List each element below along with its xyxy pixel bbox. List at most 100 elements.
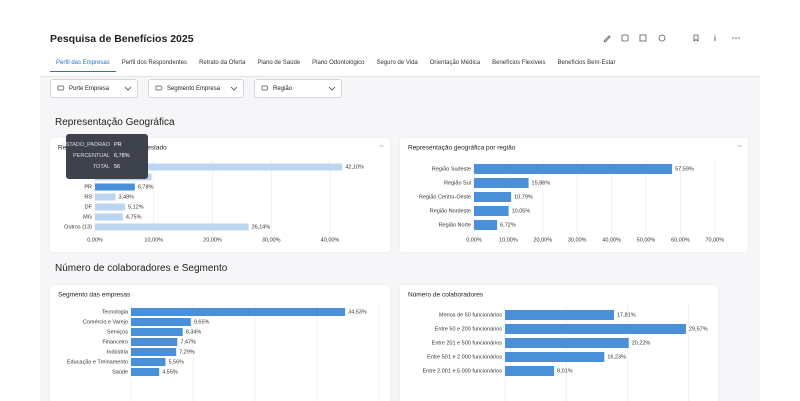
data-label: 8,01% (557, 368, 573, 374)
x-tick-label: 10,00% (499, 237, 518, 243)
data-label: 29,57% (689, 326, 708, 332)
chart-title: Número de colaboradores (408, 292, 484, 299)
x-tick-label: 30,00% (568, 237, 587, 243)
tab[interactable]: Seguro de Vida (376, 60, 418, 66)
data-label: 34,53% (348, 309, 367, 315)
data-label: 3,48% (118, 194, 134, 200)
x-tick-label: 70,00% (705, 237, 724, 243)
dashboard-title: Pesquisa de Benefícios 2025 (50, 33, 194, 45)
icon (124, 86, 132, 91)
tab[interactable]: Perfil dos Respondentes (121, 60, 188, 66)
bar (131, 308, 346, 316)
icon (155, 85, 163, 91)
chart-card: Representação geográfica por região 0,00%… (400, 138, 748, 252)
y-tick-label: Financeiro (102, 339, 128, 345)
y-tick-label: Serviços (107, 329, 128, 335)
icon (261, 85, 269, 91)
y-tick-label: Região Nordeste (430, 208, 471, 214)
y-tick-label: DF (85, 204, 93, 210)
bar (95, 163, 343, 171)
bar (131, 348, 177, 356)
data-label: 20,22% (632, 340, 651, 346)
y-tick-label: Região Centro-Oeste (419, 194, 471, 200)
data-label: 6,72% (500, 222, 516, 228)
data-label: 16,23% (607, 354, 626, 360)
menu-dot (737, 145, 739, 147)
data-label: 42,10% (345, 164, 364, 170)
filter-dropdown[interactable]: Região (254, 79, 342, 98)
tooltip-key: ESTADO_PADRAO (61, 142, 110, 148)
x-tick-label: 30,00% (262, 237, 281, 243)
chart-title: Segmento das empresas (58, 292, 131, 299)
bar (131, 368, 160, 376)
filter-dropdown[interactable]: Porte Empresa (50, 79, 138, 98)
chart-title: Representação geográfica por região (408, 145, 516, 152)
tooltip-value: PR (114, 142, 122, 148)
chevron (328, 86, 336, 91)
bar (505, 324, 686, 334)
y-tick-label: RS (84, 194, 92, 200)
x-tick-label: 40,00% (602, 237, 621, 243)
x-tick-label: 60,00% (671, 237, 690, 243)
data-label: 5,12% (128, 204, 144, 210)
section-title: Número de colaboradores e Segmento (55, 263, 228, 274)
x-tick-label: 10,00% (144, 237, 163, 243)
section-title: Representação Geográfica (55, 117, 175, 128)
chart-card: Número de colaboradores Menos de 50 funci… (400, 285, 718, 401)
y-tick-label: Saúde (112, 369, 128, 375)
x-tick-label: 0,00% (87, 237, 103, 243)
bar (95, 203, 126, 211)
data-label: 7,47% (180, 339, 196, 345)
filter-dropdown[interactable]: Segmento Empresa (148, 79, 244, 98)
x-tick-label: 20,00% (203, 237, 222, 243)
bar (131, 338, 178, 346)
x-tick-label: 50,00% (637, 237, 656, 243)
data-label: 5,56% (168, 359, 184, 365)
data-label: 4,75% (126, 214, 142, 220)
filter-bar: Porte Empresa Segmento Empresa Região (50, 79, 342, 98)
bar (131, 318, 191, 326)
toolbar-icons[interactable] (600, 32, 750, 44)
bar (505, 352, 605, 362)
chevron (124, 86, 132, 91)
tab[interactable]: Benefícios Flexíveis (492, 60, 546, 66)
bar (95, 183, 135, 191)
bar (474, 192, 512, 202)
tab[interactable]: Perfil das Empresas (50, 58, 116, 72)
data-label: 8,34% (186, 329, 202, 335)
data-label: 57,59% (675, 166, 694, 172)
filter-label: Porte Empresa (69, 85, 110, 92)
x-tick-label: 20,00% (533, 237, 552, 243)
data-label: 17,81% (617, 312, 636, 318)
y-tick-label: Entre 50 e 200 funcionários (435, 326, 503, 332)
x-tick-label: 0,00% (466, 237, 482, 243)
chart: Número de colaboradores Menos de 50 funci… (408, 292, 708, 401)
chart: Representação geográfica por região 0,00%… (408, 145, 742, 243)
y-tick-label: Outros (13) (64, 224, 92, 230)
bar (131, 328, 183, 336)
tab[interactable]: Plano Odontológico (312, 60, 365, 66)
data-label: 15,86% (532, 180, 551, 186)
chevron (230, 86, 238, 91)
bar (131, 358, 166, 366)
menu-dot (381, 145, 382, 147)
tab[interactable]: Orientação Médica (429, 60, 481, 66)
tab[interactable]: Retrato da Oferta (199, 60, 246, 66)
tooltip-value: 56 (114, 164, 121, 170)
bar (474, 220, 498, 230)
tooltip-key: PERCENTUAL (73, 153, 110, 159)
filter-label: Segmento Empresa (167, 85, 221, 92)
icon (230, 86, 238, 91)
icon (328, 86, 336, 91)
tab[interactable]: Benefícios Bem-Estar (557, 60, 616, 66)
tab[interactable]: Plano de Saúde (257, 60, 301, 66)
y-tick-label: Entre 2.001 e 5.000 funcionários (422, 368, 502, 374)
filter-icon (155, 85, 163, 91)
tab-bar: Perfil das Empresas Perfil dos Respondent… (50, 58, 622, 72)
data-label: 4,55% (162, 369, 178, 375)
y-tick-label: Educação e Treinamento (67, 359, 128, 365)
menu-dot (379, 145, 381, 147)
filter-icon (57, 85, 65, 91)
data-label: 10,05% (512, 208, 531, 214)
bar (505, 366, 555, 376)
